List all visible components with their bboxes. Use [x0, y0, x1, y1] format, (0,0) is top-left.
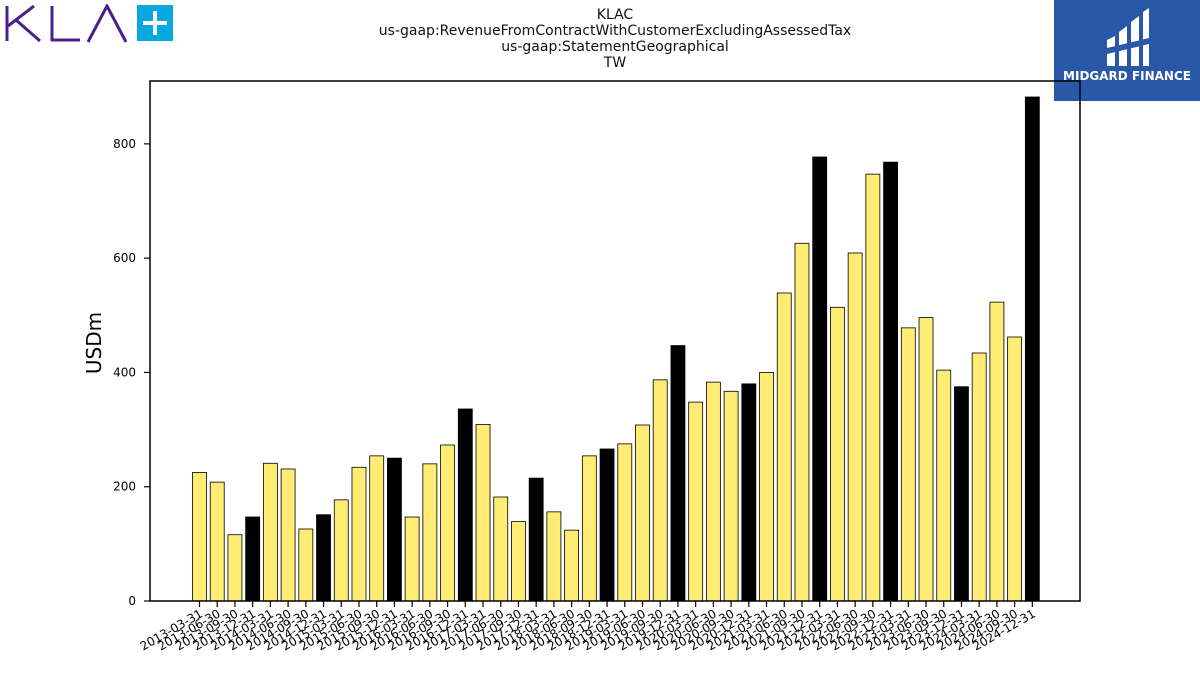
bar	[954, 386, 969, 602]
bar	[865, 173, 881, 602]
chart-title-metric: us-gaap:RevenueFromContractWithCustomerE…	[378, 23, 852, 39]
bar	[209, 481, 225, 602]
y-tick-label: 800	[113, 137, 136, 151]
bar	[511, 521, 526, 602]
bar	[440, 444, 455, 602]
bar	[333, 499, 349, 602]
bar	[1024, 96, 1040, 602]
midgard-finance-logo: MIDGARD FINANCE	[1054, 0, 1200, 101]
bar	[564, 529, 580, 602]
bar	[457, 408, 473, 602]
bar	[316, 514, 331, 602]
bar	[528, 477, 544, 602]
bar	[936, 369, 952, 602]
bar	[971, 352, 987, 602]
bar	[812, 156, 828, 602]
x-axis: 2013-03-312013-06-302013-09-302013-12-31…	[138, 601, 1038, 653]
bar	[245, 516, 261, 602]
y-tick-label: 400	[113, 365, 136, 379]
bar	[192, 472, 207, 602]
bar	[900, 327, 916, 602]
kla-logo	[4, 2, 176, 44]
bar	[688, 401, 704, 602]
bar	[918, 317, 934, 602]
bar	[652, 379, 668, 602]
bar	[830, 306, 845, 602]
y-tick-label: 0	[128, 594, 136, 608]
midgard-finance-text: MIDGARD FINANCE	[1063, 69, 1191, 83]
bar	[369, 455, 385, 602]
midgard-mark-icon	[1107, 8, 1149, 66]
bar	[387, 457, 402, 602]
bar-series	[192, 96, 1040, 602]
bar	[670, 345, 686, 602]
chart-title-member: TW	[603, 55, 627, 71]
bar	[989, 301, 1005, 602]
bar	[475, 424, 491, 602]
y-axis: 0 200 400 600 800	[113, 137, 150, 608]
bar	[883, 161, 898, 602]
plot-frame	[149, 80, 1081, 602]
bar	[1007, 336, 1023, 602]
chart-title-axis: us-gaap:StatementGeographical	[501, 39, 729, 55]
bar	[847, 252, 863, 602]
bar	[581, 455, 597, 602]
bar	[227, 534, 243, 602]
bar	[493, 496, 509, 602]
bar	[546, 511, 562, 602]
kla-logo-mark	[5, 2, 173, 43]
bar	[280, 468, 296, 602]
bar	[617, 443, 633, 602]
bar	[404, 516, 420, 602]
bar	[351, 466, 367, 602]
chart-title-ticker: KLAC	[596, 7, 634, 23]
bar	[741, 383, 757, 602]
bar	[635, 424, 650, 602]
bar	[262, 462, 278, 602]
y-axis-label: USDm	[82, 312, 106, 374]
bar	[776, 292, 792, 602]
y-tick-label: 600	[113, 251, 136, 265]
bar	[794, 242, 810, 602]
bar	[723, 390, 739, 602]
bar	[298, 528, 314, 602]
bar	[759, 372, 774, 602]
bar	[599, 448, 615, 602]
bar	[422, 463, 438, 602]
bar	[705, 381, 721, 602]
y-tick-label: 200	[113, 480, 136, 494]
